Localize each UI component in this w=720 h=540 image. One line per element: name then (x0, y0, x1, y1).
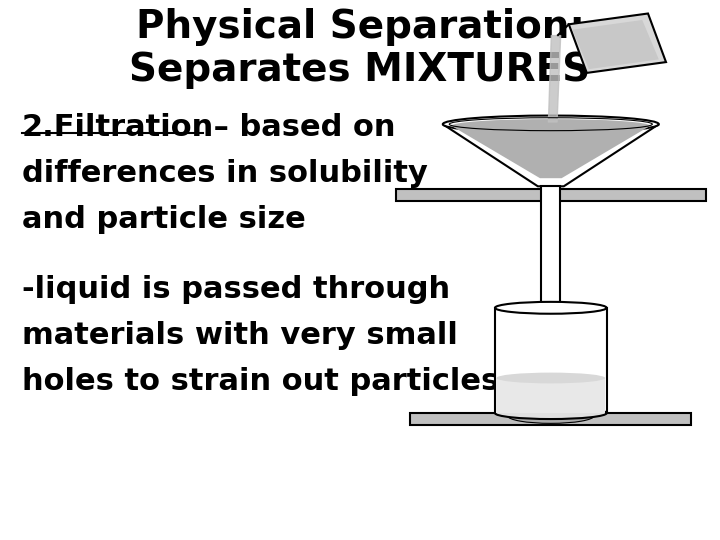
Ellipse shape (508, 408, 594, 423)
Polygon shape (572, 20, 659, 69)
Text: – based on: – based on (203, 113, 395, 143)
Polygon shape (410, 413, 691, 425)
Text: materials with very small: materials with very small (22, 321, 457, 350)
Text: Physical Separation:: Physical Separation: (135, 8, 585, 46)
Text: -liquid is passed through: -liquid is passed through (22, 275, 450, 305)
Text: holes to strain out particles.: holes to strain out particles. (22, 367, 510, 396)
Ellipse shape (497, 373, 606, 383)
Ellipse shape (495, 407, 606, 419)
Text: Separates MIXTURES: Separates MIXTURES (130, 51, 590, 89)
Ellipse shape (495, 302, 606, 314)
Text: and particle size: and particle size (22, 205, 305, 234)
Polygon shape (496, 378, 606, 413)
Polygon shape (569, 14, 666, 73)
Text: differences in solubility: differences in solubility (22, 159, 428, 188)
Polygon shape (443, 124, 659, 186)
Text: 2.Filtration: 2.Filtration (22, 113, 214, 143)
Polygon shape (495, 308, 606, 413)
Polygon shape (541, 186, 560, 305)
Ellipse shape (443, 116, 659, 133)
Polygon shape (396, 189, 706, 201)
Polygon shape (451, 126, 650, 178)
Ellipse shape (451, 119, 650, 132)
